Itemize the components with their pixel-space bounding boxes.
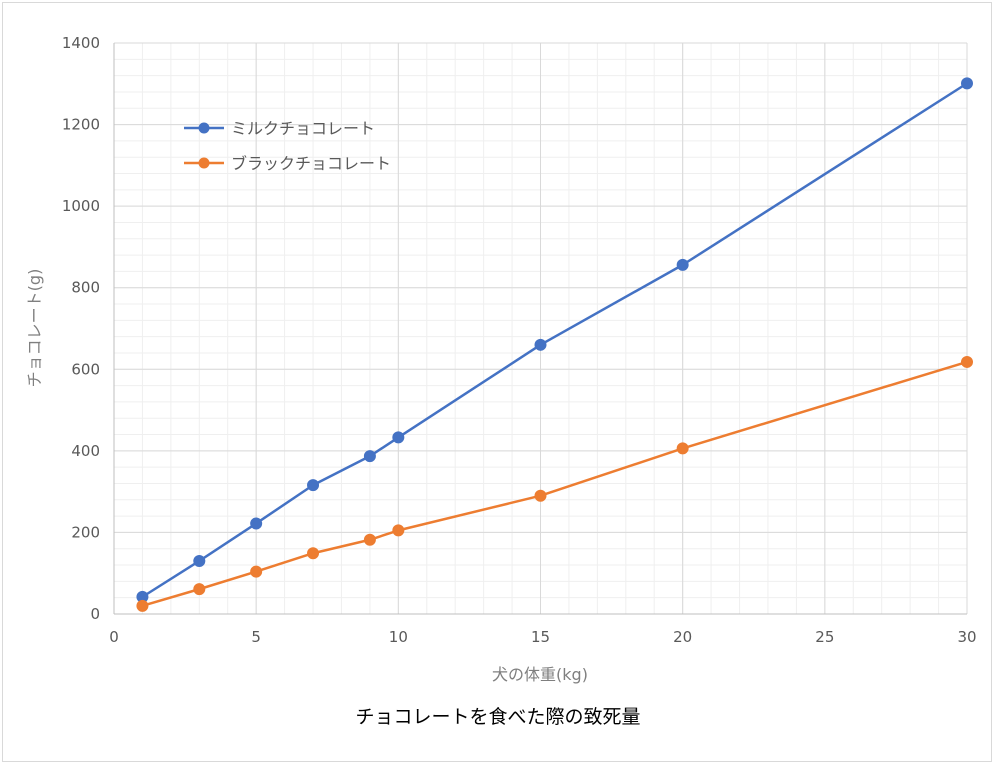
data-point (534, 489, 547, 502)
data-point (250, 517, 263, 530)
data-point (961, 77, 973, 90)
legend-marker (198, 157, 210, 169)
chart-caption: チョコレートを食べた際の致死量 (355, 706, 641, 728)
legend-label: ブラックチョコレート (231, 154, 391, 173)
x-tick-label: 0 (109, 628, 119, 646)
data-point (961, 355, 973, 368)
data-point (363, 533, 376, 546)
data-point (250, 565, 263, 578)
y-axis-title: チョコレート(g) (25, 269, 44, 388)
y-tick-label: 1400 (62, 34, 100, 52)
data-point (534, 338, 547, 351)
series-1 (136, 77, 973, 603)
data-point (193, 554, 206, 567)
data-point (363, 450, 376, 463)
y-tick-label: 200 (71, 523, 100, 541)
x-tick-label: 10 (389, 628, 408, 646)
y-tick-labels: 0 200 400 600 800 1000 1200 1400 (62, 34, 100, 623)
data-point (676, 442, 689, 455)
x-axis-title: 犬の体重(kg) (492, 665, 588, 684)
data-point (193, 583, 206, 596)
series-2 (136, 355, 973, 612)
y-tick-label: 1200 (62, 116, 100, 134)
x-tick-label: 5 (251, 628, 261, 646)
x-tick-labels: 0 5 10 15 20 25 30 (109, 628, 976, 646)
y-tick-label: 400 (71, 442, 100, 460)
data-point (392, 524, 405, 537)
axes (113, 43, 967, 615)
data-point (676, 258, 689, 271)
y-tick-label: 800 (71, 279, 100, 297)
x-tick-label: 30 (957, 628, 976, 646)
data-point (136, 599, 149, 612)
x-tick-label: 20 (673, 628, 692, 646)
y-tick-label: 600 (71, 360, 100, 378)
data-point (307, 547, 320, 560)
legend-entry-1: ミルクチョコレート (184, 119, 375, 138)
x-tick-label: 25 (815, 628, 834, 646)
legend-marker (198, 122, 210, 134)
series-layer (136, 77, 973, 612)
y-tick-label: 1000 (62, 197, 100, 215)
x-tick-label: 15 (531, 628, 550, 646)
data-point (307, 479, 320, 492)
data-point (392, 431, 405, 444)
legend-entry-2: ブラックチョコレート (184, 154, 391, 173)
legend-label: ミルクチョコレート (231, 119, 375, 138)
y-tick-label: 0 (90, 605, 100, 623)
